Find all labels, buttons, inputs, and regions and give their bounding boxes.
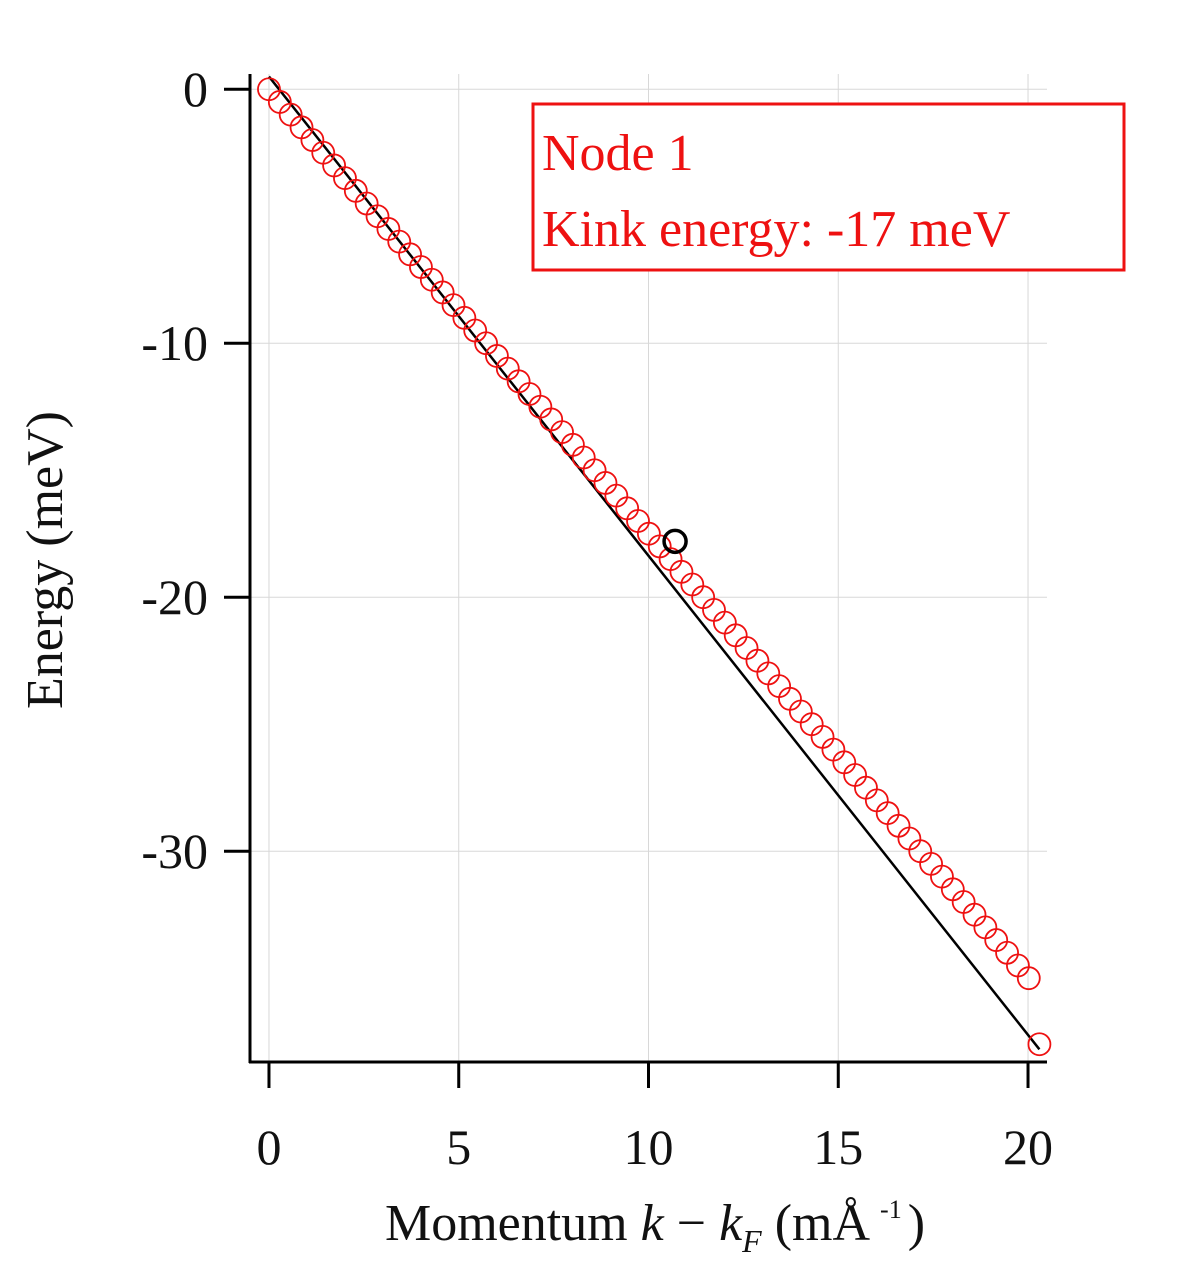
x-label-kf-sub: F <box>741 1223 762 1259</box>
data-point <box>560 432 585 457</box>
data-point <box>886 813 911 838</box>
data-point <box>984 928 1009 952</box>
data-point <box>680 572 705 597</box>
data-point <box>1016 966 1041 991</box>
data-point <box>940 877 965 902</box>
data-point <box>962 902 987 927</box>
kink-marker-layer <box>662 528 688 555</box>
data-point <box>734 636 759 660</box>
legend-line-1: Node 1 <box>542 125 694 182</box>
x-label-prefix: Momentum <box>385 1195 641 1252</box>
x-tick-label: 10 <box>624 1119 674 1175</box>
data-points <box>257 77 1052 1057</box>
data-point <box>723 623 748 648</box>
data-point <box>832 750 857 775</box>
data-point <box>626 509 650 533</box>
data-point <box>354 191 379 216</box>
x-label-minus: − <box>664 1195 719 1252</box>
data-point <box>788 699 813 724</box>
data-point <box>843 763 868 787</box>
x-label-k: k <box>641 1195 665 1252</box>
data-point <box>528 394 553 419</box>
data-point <box>951 890 976 914</box>
x-label-unit-sup: -1 <box>880 1195 902 1224</box>
data-point <box>745 648 770 673</box>
tick-labels: 0 5 10 15 20 0 -10 -20 -30 <box>141 61 1053 1175</box>
data-point <box>571 445 596 470</box>
data-point <box>973 915 998 940</box>
data-point <box>821 737 846 762</box>
data-point <box>778 686 802 711</box>
data-point <box>712 610 737 635</box>
axes <box>224 74 1047 1088</box>
data-point <box>756 661 781 686</box>
data-point <box>430 280 455 305</box>
legend-box: Node 1 Kink energy: -17 meV <box>531 102 1126 272</box>
data-point <box>647 534 672 559</box>
data-point <box>810 724 835 749</box>
data-point <box>615 496 640 521</box>
data-point <box>550 420 574 445</box>
data-point <box>864 788 889 813</box>
data-point <box>669 559 694 584</box>
y-axis-label: Energy (meV) <box>17 411 74 709</box>
y-tick-label: -20 <box>141 569 208 625</box>
data-point <box>767 674 792 699</box>
data-point <box>919 851 943 876</box>
data-point <box>897 826 922 851</box>
data-point <box>365 204 390 229</box>
data-point <box>539 407 564 432</box>
x-axis-label: Momentum k − kF (mÅ -1) <box>385 1195 925 1259</box>
x-tick-label: 5 <box>446 1119 471 1175</box>
data-point <box>333 166 357 191</box>
data-point <box>1006 953 1030 978</box>
x-label-unit-close: ) <box>908 1195 925 1252</box>
x-tick-label: 0 <box>256 1119 281 1175</box>
x-label-unit-open: (mÅ <box>762 1195 871 1252</box>
data-point <box>452 305 477 330</box>
x-label-kf: k <box>719 1195 743 1252</box>
data-point <box>702 598 726 622</box>
fit-line <box>267 75 1041 1051</box>
data-point <box>1027 1032 1052 1057</box>
x-tick-label: 15 <box>813 1119 863 1175</box>
x-tick-label: 20 <box>1003 1119 1053 1175</box>
y-tick-label: -30 <box>141 823 208 879</box>
legend-line-2: Kink energy: -17 meV <box>542 201 1010 258</box>
data-point <box>441 293 466 318</box>
data-point <box>419 267 444 292</box>
kink-marker <box>662 528 688 555</box>
data-point <box>875 801 900 825</box>
data-point <box>930 864 954 889</box>
data-point <box>343 178 368 203</box>
data-point <box>854 775 878 800</box>
data-point <box>604 483 629 508</box>
data-point <box>582 458 607 483</box>
data-point <box>799 712 824 737</box>
data-point <box>995 940 1019 965</box>
y-tick-label: -10 <box>141 315 208 371</box>
y-tick-label: 0 <box>183 61 208 117</box>
data-point <box>593 471 618 495</box>
fit-line-layer <box>267 75 1041 1051</box>
